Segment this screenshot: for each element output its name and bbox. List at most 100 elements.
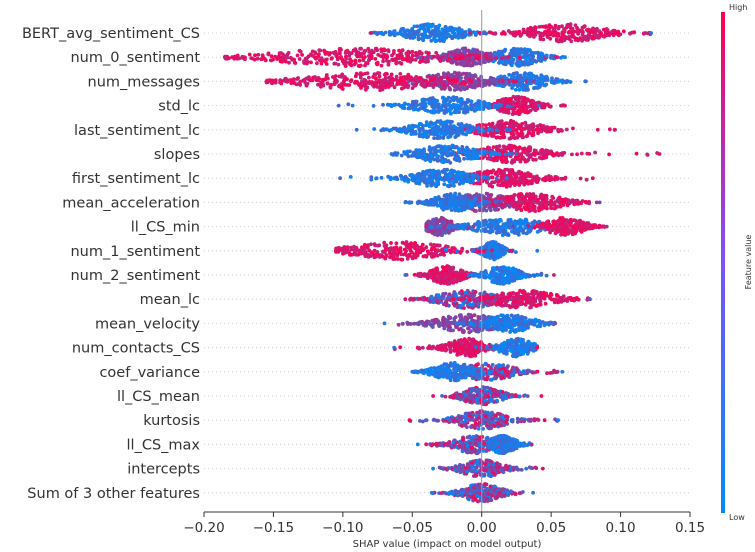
data-point bbox=[437, 174, 441, 179]
data-point bbox=[516, 99, 521, 103]
data-point bbox=[489, 193, 494, 197]
data-point bbox=[353, 47, 358, 51]
data-point bbox=[500, 176, 504, 181]
data-point bbox=[504, 176, 509, 181]
data-point bbox=[467, 28, 472, 32]
data-point bbox=[607, 152, 611, 157]
data-point bbox=[435, 225, 440, 229]
data-point bbox=[634, 151, 639, 156]
data-point bbox=[499, 56, 504, 60]
data-point bbox=[517, 152, 521, 157]
data-point bbox=[509, 97, 513, 102]
data-point bbox=[451, 194, 456, 199]
data-point bbox=[369, 175, 374, 180]
data-point bbox=[386, 174, 391, 179]
data-point bbox=[502, 183, 507, 187]
data-point bbox=[522, 84, 527, 88]
data-point bbox=[433, 183, 437, 187]
data-point bbox=[560, 24, 564, 29]
data-point bbox=[305, 81, 310, 86]
data-point bbox=[391, 31, 396, 36]
data-point bbox=[420, 154, 424, 159]
data-point bbox=[309, 52, 313, 57]
data-point bbox=[584, 177, 589, 182]
data-point bbox=[499, 199, 504, 204]
data-point bbox=[587, 201, 591, 206]
data-point bbox=[294, 82, 299, 87]
data-point bbox=[431, 217, 435, 222]
data-point bbox=[519, 170, 524, 175]
data-point bbox=[297, 57, 302, 61]
data-point bbox=[476, 106, 481, 111]
data-point bbox=[470, 55, 475, 60]
data-point bbox=[371, 83, 375, 88]
data-point bbox=[366, 81, 371, 85]
data-point bbox=[453, 56, 457, 61]
data-point bbox=[405, 54, 410, 58]
data-point bbox=[488, 169, 493, 174]
data-point bbox=[389, 127, 394, 132]
data-point bbox=[556, 127, 561, 132]
data-point bbox=[437, 23, 442, 28]
data-point bbox=[585, 151, 590, 156]
data-point bbox=[454, 79, 459, 84]
data-point bbox=[524, 194, 528, 199]
data-point bbox=[417, 49, 422, 54]
data-point bbox=[253, 53, 257, 58]
data-point bbox=[526, 62, 530, 67]
data-point bbox=[454, 153, 459, 158]
data-point bbox=[454, 205, 459, 210]
data-point bbox=[413, 58, 418, 62]
data-point bbox=[504, 60, 509, 65]
data-point bbox=[406, 178, 411, 182]
data-point bbox=[628, 31, 632, 36]
data-point bbox=[518, 51, 522, 56]
data-point bbox=[429, 24, 433, 29]
data-point bbox=[516, 181, 521, 186]
data-point bbox=[529, 132, 534, 136]
data-point bbox=[433, 132, 437, 137]
data-point bbox=[490, 219, 495, 224]
data-point bbox=[373, 57, 378, 61]
data-point bbox=[475, 200, 480, 204]
data-point bbox=[457, 159, 462, 163]
data-point bbox=[432, 136, 436, 141]
data-point bbox=[392, 102, 397, 107]
data-point bbox=[483, 218, 488, 223]
data-point bbox=[480, 78, 485, 83]
data-point bbox=[336, 103, 341, 108]
data-point bbox=[362, 49, 367, 54]
data-point bbox=[536, 103, 541, 108]
data-point bbox=[525, 32, 530, 37]
data-point bbox=[313, 55, 317, 60]
data-point bbox=[422, 180, 427, 184]
data-point bbox=[463, 33, 468, 38]
data-point bbox=[593, 150, 597, 155]
data-point bbox=[518, 159, 523, 164]
data-point bbox=[417, 180, 422, 185]
data-point bbox=[298, 79, 303, 84]
data-point bbox=[593, 28, 598, 32]
data-point bbox=[376, 31, 380, 36]
data-point bbox=[506, 152, 511, 156]
data-point bbox=[410, 50, 415, 54]
data-point bbox=[501, 126, 506, 131]
data-point bbox=[549, 206, 553, 211]
data-point bbox=[427, 124, 432, 129]
data-point bbox=[563, 55, 567, 60]
data-point bbox=[364, 84, 368, 89]
data-point bbox=[529, 60, 534, 65]
data-point bbox=[255, 56, 260, 61]
data-point bbox=[549, 198, 553, 203]
data-point bbox=[460, 59, 465, 64]
data-point bbox=[466, 177, 471, 182]
data-point bbox=[263, 58, 268, 63]
data-point bbox=[446, 224, 451, 229]
data-point bbox=[518, 200, 523, 205]
data-point bbox=[547, 174, 551, 178]
data-point bbox=[487, 200, 491, 205]
data-point bbox=[406, 33, 410, 38]
data-point bbox=[523, 110, 528, 115]
data-point bbox=[521, 55, 526, 60]
data-point bbox=[389, 72, 394, 77]
